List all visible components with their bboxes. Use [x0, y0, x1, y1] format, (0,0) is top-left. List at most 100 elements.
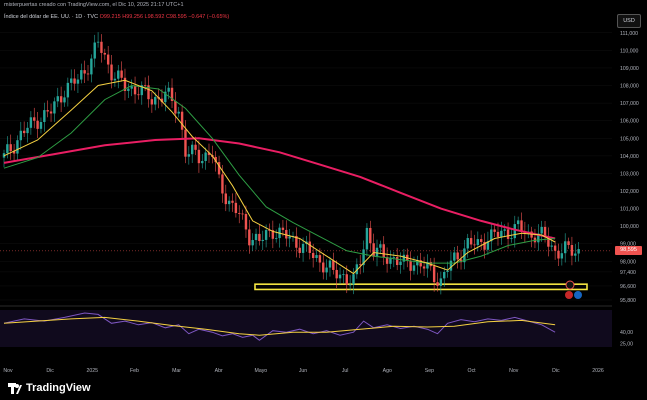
us-flag-icon [565, 291, 573, 299]
candle-body [127, 88, 130, 91]
candle-body [197, 149, 201, 164]
candle-body [154, 96, 157, 105]
price-tick-label: 103,000 [620, 171, 639, 177]
candle-body [167, 87, 170, 92]
candle-body [436, 282, 439, 286]
candle-body [479, 239, 483, 242]
candle-body [96, 41, 100, 43]
candle-body [577, 249, 580, 254]
candle-body [335, 269, 338, 279]
tradingview-logo[interactable]: TradingView [8, 382, 91, 394]
price-chart[interactable]: 111,000 110,000 109,000 108,000 107,000 106,0… [0, 0, 647, 378]
candle-body [449, 260, 453, 271]
event-icon [565, 280, 575, 290]
candle-body [130, 86, 133, 89]
candle-body [268, 230, 271, 231]
candle-body [426, 262, 429, 269]
price-tick-label: 105,000 [620, 136, 639, 142]
time-tick-label: Mar [172, 368, 181, 374]
candle-body [379, 244, 382, 248]
candle-body [395, 257, 399, 266]
candle-body [348, 284, 352, 286]
candle-body [133, 86, 137, 95]
candle-body [469, 238, 473, 245]
price-tick-label: 97,400 [620, 270, 636, 276]
candle-body [476, 239, 480, 246]
candle-body [143, 85, 147, 87]
rsi-pane: 40,00 25,00 [0, 310, 633, 347]
time-tick-label: Mayo [255, 368, 268, 374]
candle-body [184, 129, 187, 157]
price-tick-label: 98,000 [620, 259, 636, 265]
candle-body [550, 245, 553, 247]
candle-body [365, 227, 369, 250]
ma-mid-line [3, 84, 556, 264]
candle-body [43, 110, 46, 122]
candle-body [328, 260, 332, 268]
currency-button[interactable]: USD [617, 14, 641, 28]
candle-body [113, 78, 117, 81]
footer: TradingView [0, 378, 647, 400]
price-tick-label: 95,800 [620, 298, 636, 304]
candle-body [214, 156, 217, 163]
candle-body [180, 111, 184, 130]
candle-body [446, 270, 449, 272]
candle-body [399, 261, 402, 266]
price-tick-label: 111,000 [620, 31, 638, 37]
price-tick-label: 107,000 [620, 101, 639, 107]
candle-body [227, 200, 231, 205]
candle-body [513, 224, 516, 239]
candle-body [22, 130, 26, 134]
candle-body [338, 274, 342, 279]
rsi-tick-label: 25,00 [620, 341, 633, 347]
candle-body [6, 144, 9, 154]
candle-body [201, 161, 204, 164]
brand-name: TradingView [26, 382, 91, 394]
candle-body [16, 140, 19, 154]
candle-body [217, 162, 221, 175]
candle-body [422, 266, 426, 269]
time-tick-label: 2026 [592, 368, 604, 374]
candle-body [140, 85, 143, 96]
candle-body [412, 265, 416, 271]
price-axis: 111,000 110,000 109,000 108,000 107,000 106,0… [620, 31, 639, 304]
candle-body [103, 52, 107, 55]
candle-body [543, 226, 547, 237]
candle-body [483, 241, 486, 250]
candle-body [493, 229, 496, 232]
candle-body [174, 101, 177, 114]
candle-body [419, 260, 422, 267]
candle-body [274, 238, 278, 239]
candle-body [83, 70, 86, 74]
candle-body [567, 241, 570, 246]
candle-body [204, 152, 207, 162]
candle-body [26, 127, 29, 134]
candle-body [416, 260, 419, 266]
candle-body [76, 79, 80, 84]
candle-body [311, 252, 315, 258]
candle-body [288, 236, 291, 239]
candle-body [12, 151, 16, 154]
candle-body [318, 255, 322, 263]
candle-body [325, 267, 328, 273]
time-tick-label: Oct [468, 368, 477, 374]
candle-body [177, 111, 180, 114]
candle-body [574, 253, 577, 256]
symbol-legend: Índice del dólar de EE. UU. · 1D · TVC O… [4, 14, 229, 20]
candle-body [221, 174, 224, 194]
rsi-tick-label: 40,00 [620, 330, 633, 336]
time-tick-label: Dic [46, 368, 54, 374]
candle-body [355, 264, 359, 275]
price-tick-label: 96,600 [620, 284, 636, 290]
candle-body [224, 193, 227, 205]
time-tick-label: Dic [552, 368, 560, 374]
candle-body [496, 231, 500, 237]
symbol-name[interactable]: Índice del dólar de EE. UU. · 1D · TVC [4, 14, 99, 20]
candle-body [342, 274, 345, 276]
candle-body [359, 264, 362, 266]
candle-body [234, 202, 238, 214]
price-tick-label: 101,000 [620, 207, 639, 213]
tradingview-icon [8, 382, 22, 394]
candle-body [285, 229, 288, 239]
candle-body [238, 213, 241, 214]
